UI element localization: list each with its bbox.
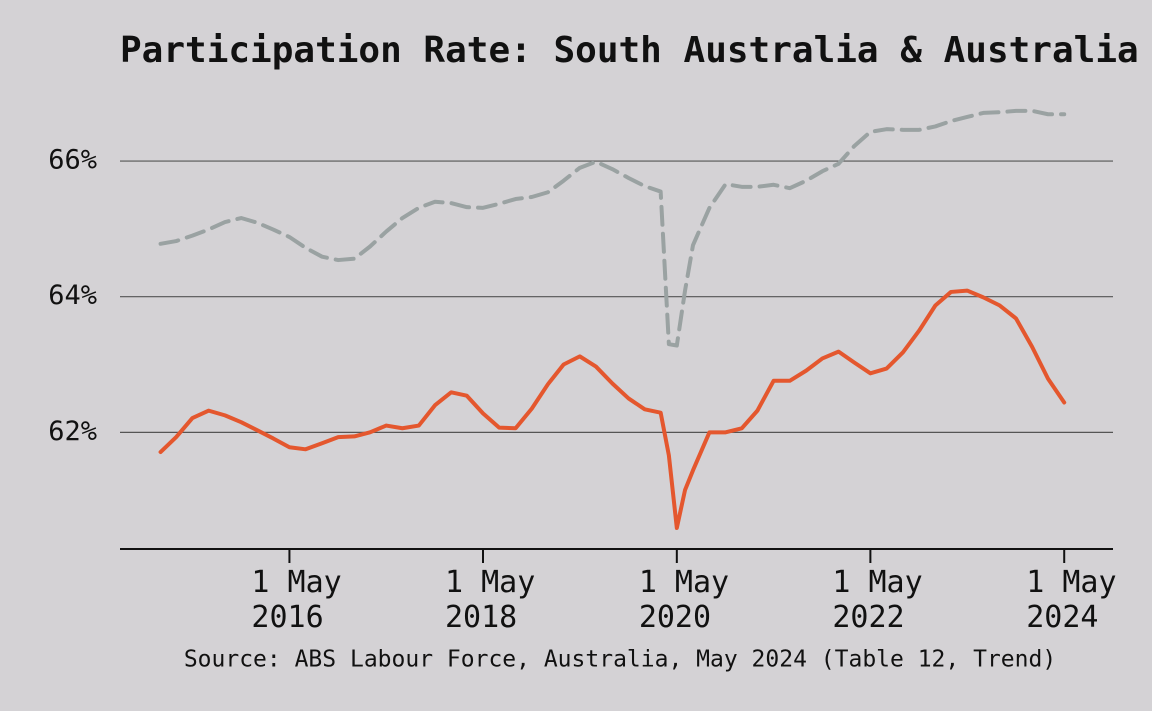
y-tick-label: 64% <box>48 280 97 311</box>
x-tick-label: 1 May 2024 <box>1026 565 1117 635</box>
x-tick-label: 1 May 2020 <box>638 565 730 635</box>
x-tick-label: 1 May 2018 <box>444 565 536 635</box>
source-note: Source: ABS Labour Force, Australia, May… <box>184 647 1056 673</box>
y-tick-label: 62% <box>48 416 97 447</box>
x-tick-label: 1 May 2016 <box>251 565 342 635</box>
data-line <box>158 108 1067 348</box>
data-line <box>158 288 1067 530</box>
y-tick-label: 66% <box>48 145 97 176</box>
x-tick-label: 1 May 2022 <box>832 565 923 635</box>
chart-title: Participation Rate: South Australia & Au… <box>120 30 1139 71</box>
